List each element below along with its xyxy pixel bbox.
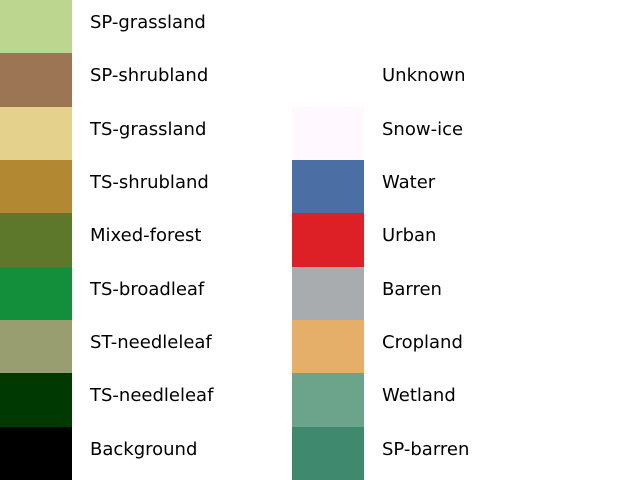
- legend-swatch: [292, 373, 364, 427]
- legend-label: TS-needleleaf: [90, 385, 214, 407]
- legend-label: TS-shrubland: [90, 172, 209, 193]
- legend-label: SP-barren: [382, 438, 470, 460]
- legend-swatch: [0, 320, 72, 374]
- legend-item-ts-shrubland: TS-shrubland: [0, 160, 300, 214]
- legend-swatch: [0, 106, 72, 160]
- legend-item-sp-barren: SP-barren: [292, 426, 592, 480]
- legend-item-cropland: Cropland: [292, 320, 592, 374]
- legend-item-ts-broadleaf: TS-broadleaf: [0, 266, 300, 320]
- legend-swatch: [0, 213, 72, 267]
- legend-swatch: [292, 53, 364, 107]
- legend-swatch: [0, 53, 72, 107]
- legend-item-sp-shrubland: SP-shrubland: [0, 53, 300, 107]
- legend-item-water: Water: [292, 160, 592, 214]
- legend-swatch: [0, 160, 72, 214]
- legend-label: Cropland: [382, 332, 463, 353]
- legend-swatch: [292, 160, 364, 214]
- legend-item-ts-needleleaf: TS-needleleaf: [0, 373, 300, 427]
- legend-label: TS-grassland: [90, 118, 207, 140]
- legend-swatch: [292, 0, 364, 54]
- legend-label: Wetland: [382, 385, 456, 407]
- legend-swatch: [292, 213, 364, 267]
- legend-label: Snow-ice: [382, 118, 464, 140]
- legend-item-blank: [292, 0, 592, 54]
- legend-item-urban: Urban: [292, 213, 592, 267]
- legend-item-snow-ice: Snow-ice: [292, 106, 592, 160]
- legend-swatch: [0, 426, 72, 480]
- legend-label: Unknown: [382, 65, 466, 87]
- legend-item-ts-grassland: TS-grassland: [0, 106, 300, 160]
- legend-label: SP-shrubland: [90, 65, 209, 87]
- legend-item-mixed-forest: Mixed-forest: [0, 213, 300, 267]
- legend-item-barren: Barren: [292, 266, 592, 320]
- legend-label: Urban: [382, 225, 437, 247]
- legend-swatch: [0, 266, 72, 320]
- legend-label: Barren: [382, 278, 442, 300]
- legend-label: Mixed-forest: [90, 225, 202, 247]
- legend-swatch: [292, 426, 364, 480]
- legend-item-wetland: Wetland: [292, 373, 592, 427]
- legend-swatch: [0, 373, 72, 427]
- legend-item-sp-grassland: SP-grassland: [0, 0, 300, 54]
- legend-swatch: [292, 266, 364, 320]
- legend-label: SP-grassland: [90, 12, 206, 33]
- legend-item-unknown: Unknown: [292, 53, 592, 107]
- legend-label: ST-needleleaf: [90, 332, 212, 353]
- legend-label: Background: [90, 438, 198, 460]
- legend-label: TS-broadleaf: [90, 278, 205, 300]
- legend-swatch: [292, 106, 364, 160]
- legend-item-background: Background: [0, 426, 300, 480]
- legend-item-st-needleleaf: ST-needleleaf: [0, 320, 300, 374]
- legend-swatch: [0, 0, 72, 54]
- legend-swatch: [292, 320, 364, 374]
- legend-label: Water: [382, 172, 436, 193]
